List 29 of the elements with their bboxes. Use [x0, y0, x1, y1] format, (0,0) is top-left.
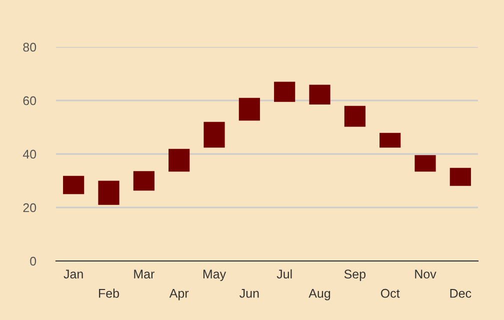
- bar: [274, 82, 296, 102]
- bar: [309, 84, 330, 105]
- bar: [450, 168, 471, 186]
- bar: [133, 171, 154, 191]
- y-tick-label: 80: [23, 42, 36, 52]
- bar: [414, 155, 436, 172]
- x-tick-label: Nov: [415, 270, 436, 279]
- y-tick-label: 20: [23, 203, 36, 212]
- x-tick-label: Apr: [169, 289, 189, 300]
- bar: [344, 106, 366, 127]
- bar: [238, 98, 260, 121]
- y-tick-label: 40: [22, 150, 36, 159]
- x-tick-label: Feb: [99, 288, 119, 298]
- x-tick-label: Jul: [276, 269, 292, 279]
- x-tick-label: Jun: [240, 289, 259, 298]
- bar: [380, 132, 401, 148]
- x-tick-label: Oct: [380, 288, 400, 298]
- x-tick-label: Aug: [308, 289, 330, 300]
- x-tick-label: Sep: [344, 270, 366, 281]
- x-tick-label: Mar: [134, 270, 154, 279]
- x-tick-label: May: [203, 270, 226, 281]
- bar: [98, 180, 120, 205]
- bar: [168, 148, 190, 172]
- y-tick-label: 0: [30, 256, 36, 266]
- x-tick-label: Jan: [64, 270, 83, 279]
- bar: [204, 122, 225, 148]
- bar: [63, 176, 84, 194]
- y-tick-label: 60: [23, 96, 36, 106]
- x-tick-label: Dec: [450, 289, 472, 298]
